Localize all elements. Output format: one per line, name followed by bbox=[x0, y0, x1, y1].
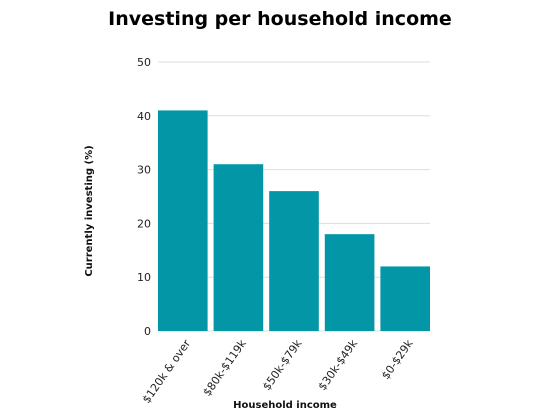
x-axis-ticks: $120k & over $80k-$119k $50k-$79k $30k-$49k… bbox=[140, 337, 416, 406]
bars bbox=[158, 110, 430, 331]
x-tick-label: $80k-$119k bbox=[201, 337, 250, 399]
y-tick-label: 0 bbox=[144, 325, 151, 338]
bar bbox=[158, 110, 208, 331]
y-tick-label: 40 bbox=[137, 110, 151, 123]
y-axis-title: Currently investing (%) bbox=[84, 145, 95, 276]
x-tick-label: $50k-$79k bbox=[260, 337, 305, 393]
x-tick-label: $30k-$49k bbox=[316, 337, 361, 393]
y-axis-ticks: 0 10 20 30 40 50 bbox=[137, 56, 151, 338]
y-tick-label: 30 bbox=[137, 164, 151, 177]
y-tick-label: 20 bbox=[137, 217, 151, 230]
y-tick-label: 10 bbox=[137, 271, 151, 284]
x-tick-label: $120k & over bbox=[140, 337, 194, 406]
bar bbox=[269, 191, 319, 331]
y-tick-label: 50 bbox=[137, 56, 151, 69]
bar bbox=[380, 266, 430, 331]
x-tick-label: $0-$29k bbox=[379, 337, 416, 382]
x-axis-title: Household income bbox=[233, 400, 337, 411]
bar bbox=[324, 234, 375, 331]
chart-title: Investing per household income bbox=[108, 8, 452, 30]
bar bbox=[213, 164, 264, 331]
